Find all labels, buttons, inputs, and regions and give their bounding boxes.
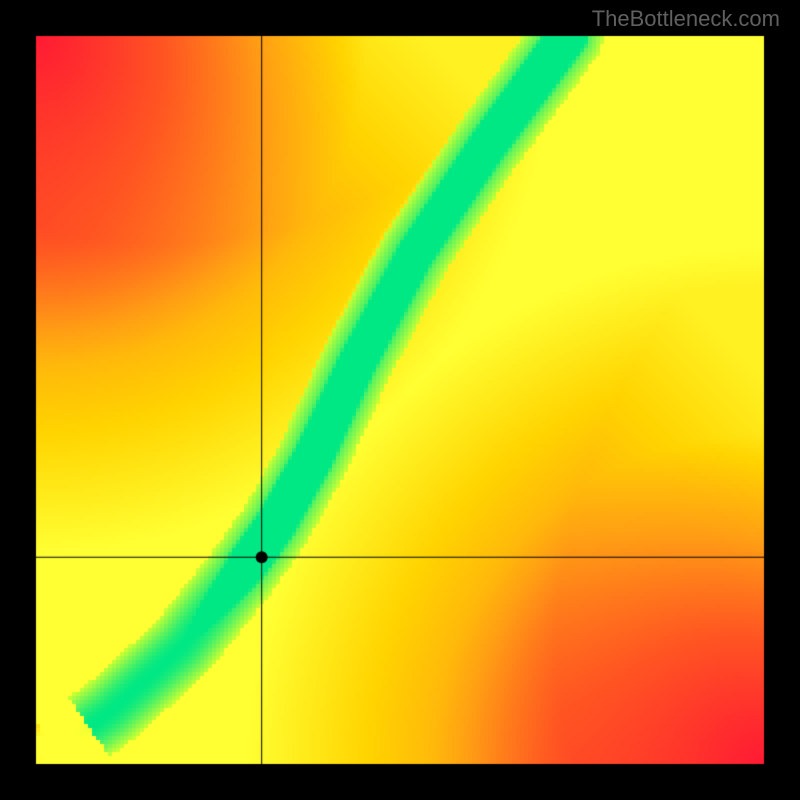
chart-container: TheBottleneck.com (0, 0, 800, 800)
bottleneck-heatmap (0, 0, 800, 800)
watermark-text: TheBottleneck.com (592, 6, 780, 32)
